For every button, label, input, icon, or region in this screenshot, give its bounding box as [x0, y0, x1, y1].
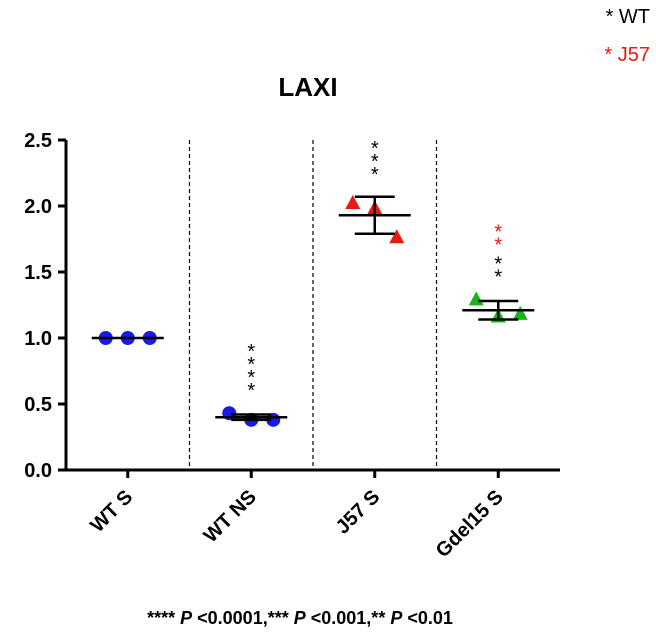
star: *: [494, 254, 502, 276]
data-point: [512, 305, 528, 320]
footnote-part: <0.01: [402, 608, 453, 628]
footnote-part: P: [180, 608, 193, 628]
footnote-part: <0.001,**: [305, 608, 391, 628]
y-tick-label: 0.0: [24, 460, 52, 482]
chart-title: LAXI: [278, 72, 337, 102]
star: *: [371, 164, 379, 186]
star: *: [247, 341, 255, 363]
star: *: [371, 138, 379, 160]
legend-j57: * J57: [604, 44, 650, 66]
star: *: [494, 222, 502, 244]
star: *: [494, 267, 502, 289]
data-point: [345, 194, 361, 209]
x-tick-label: WT S: [86, 486, 137, 537]
data-point: [389, 229, 405, 244]
y-tick-label: 0.5: [24, 394, 52, 416]
footnote-part: <0.0001,***: [192, 608, 294, 628]
footnote-part: P: [390, 608, 403, 628]
star: *: [247, 367, 255, 389]
y-ticks: 0.0 0.5 1.0 1.5 2.0 2.5: [24, 130, 66, 482]
y-tick-label: 1.0: [24, 328, 52, 350]
footnote-part: ****: [147, 608, 181, 628]
footnote-part: P: [293, 608, 306, 628]
significance-annotations: * * * ** * ** ** *: [247, 138, 502, 402]
star: *: [247, 354, 255, 376]
star: *: [494, 235, 502, 257]
group-separators: [188, 140, 438, 470]
legend-wt: * WT: [605, 6, 650, 28]
footnote: **** P <0.0001,*** P <0.001,** P <0.01: [0, 608, 600, 629]
axes: [64, 140, 560, 472]
significance-stars: * * *: [371, 138, 379, 186]
y-tick-label: 2.0: [24, 196, 52, 218]
significance-stars: * *: [494, 254, 502, 289]
significance-stars: * * * *: [247, 341, 255, 402]
x-tick-label: Gdel15 S: [432, 486, 508, 562]
significance-stars: * *: [494, 222, 502, 257]
chart: LAXI 0.0 0.5 1.0 1.5 2.0 2.5 WT S WT NS J57 S Gd…: [24, 72, 560, 562]
star: *: [247, 380, 255, 402]
x-tick-label: WT NS: [200, 486, 261, 547]
data-point: [468, 291, 484, 306]
y-tick-label: 2.5: [24, 130, 52, 152]
y-tick-label: 1.5: [24, 262, 52, 284]
x-tick-labels: WT S WT NS J57 S Gdel15 S: [86, 470, 508, 562]
x-tick-label: J57 S: [332, 486, 385, 539]
data-marks: [91, 194, 535, 427]
star: *: [371, 151, 379, 173]
